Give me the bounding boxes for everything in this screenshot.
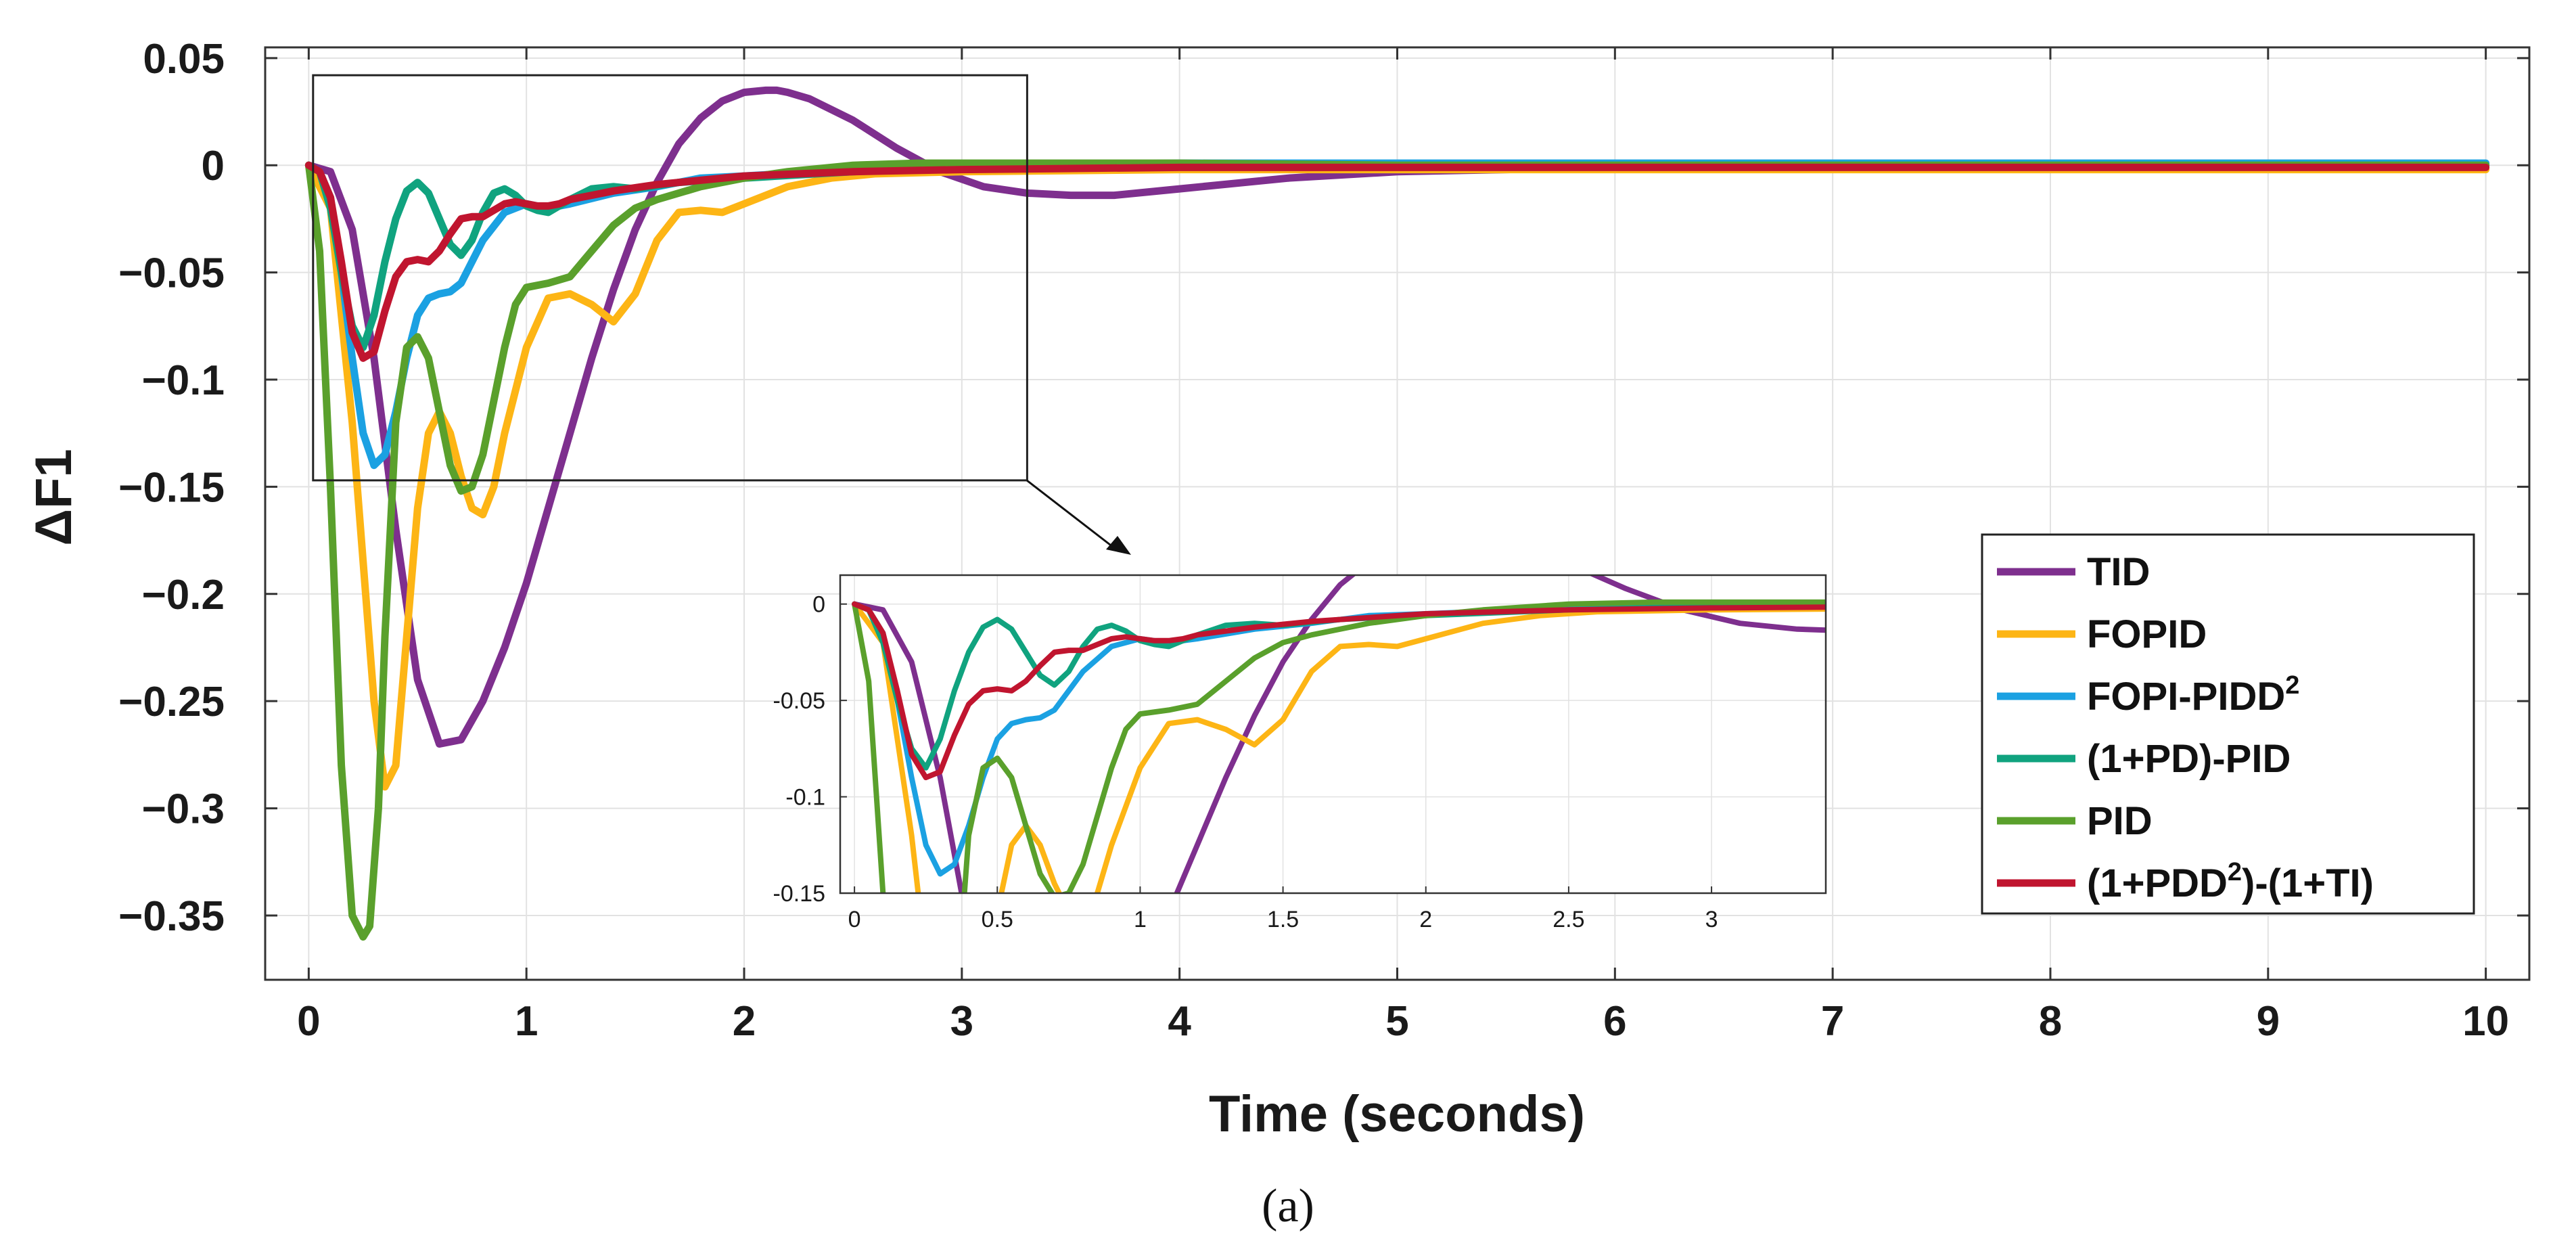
legend-label-FOPI-PIDD2: FOPI-PIDD2 — [2087, 671, 2299, 719]
y-tick-label: −0.15 — [118, 464, 225, 511]
legend-label-PID: PID — [2087, 799, 2153, 843]
inset-series-line-PID — [852, 599, 1826, 893]
legend-label-(1+PD)-PID: (1+PD)-PID — [2087, 737, 2291, 781]
y-tick-label: −0.25 — [118, 679, 225, 725]
legend-label-superscript: 2 — [2228, 858, 2242, 886]
y-tick-label: 0.05 — [143, 36, 225, 83]
y-tick-label: −0.35 — [118, 893, 225, 940]
legend-label-FOPID: FOPID — [2087, 612, 2207, 656]
inset-series-line-FOPID — [852, 601, 1826, 893]
legend-label-tail: )-(1+TI) — [2242, 861, 2374, 905]
inset-x-tick-label: 3 — [1705, 907, 1718, 932]
main-series-lines — [304, 86, 2490, 941]
legend: TIDFOPIDFOPI-PIDD2(1+PD)-PIDPID(1+PDD2)-… — [1981, 533, 2475, 915]
x-tick-label: 0 — [297, 998, 320, 1045]
x-tick-label: 2 — [733, 998, 756, 1045]
inset-y-tick-label: 0 — [812, 592, 825, 618]
x-tick-label: 3 — [950, 998, 973, 1045]
y-tick-label: −0.05 — [118, 250, 225, 297]
inset-x-tick-label: 1 — [1134, 907, 1147, 932]
inset-x-tick-label: 2.5 — [1552, 907, 1584, 932]
inset-series-line-(1+PDD2)-(1+TI) — [852, 601, 1826, 781]
legend-label-main: TID — [2087, 550, 2150, 594]
inset-series-lines — [852, 575, 1826, 893]
zoom-arrow — [1026, 479, 1117, 551]
main-axis-ticks: 0 1 2 3 4 5 6 7 8 9 100.050−0.05−0.1−0.15−0.2−0.25… — [118, 36, 2529, 1045]
inset-series-line-(1+PD)-PID — [852, 601, 1826, 771]
figure-caption: (a) — [1262, 1180, 1314, 1232]
x-tick-label: 5 — [1385, 998, 1408, 1045]
x-axis-label: Time (seconds) — [1209, 1085, 1585, 1143]
inset-series-line-FOPI-PIDD2 — [852, 600, 1826, 877]
legend-label-main: PID — [2087, 799, 2153, 843]
y-tick-label: 0 — [202, 143, 225, 189]
legend-label-(1+PDD2)-(1+TI): (1+PDD2)-(1+TI) — [2087, 858, 2374, 905]
inset-y-tick-label: -0.15 — [773, 881, 826, 907]
zoom-region-box — [312, 74, 1028, 482]
zoom-arrowhead-icon — [1106, 536, 1131, 555]
series-line-(1+PDD2)-(1+TI) — [304, 161, 2490, 362]
legend-label-main: FOPI-PIDD — [2087, 675, 2285, 719]
inset-x-tick-label: 0 — [848, 907, 861, 932]
inset-x-tick-label: 0.5 — [982, 907, 1013, 932]
legend-box — [1981, 533, 2475, 915]
legend-label-superscript: 2 — [2285, 671, 2299, 700]
legend-label-TID: TID — [2087, 550, 2150, 594]
legend-label-main: (1+PD)-PID — [2087, 737, 2291, 781]
y-axis-label: ΔF1 — [25, 449, 83, 545]
legend-label-main: FOPID — [2087, 612, 2207, 656]
series-line-PID — [304, 159, 2490, 941]
inset-y-tick-label: -0.05 — [773, 688, 826, 714]
inset-y-tick-label: -0.1 — [785, 785, 825, 811]
y-tick-label: −0.3 — [142, 786, 225, 833]
inset-axis-ticks: 0 0.5 1 1.5 2 2.5 3 0 -0.05 -0.1 -0.15 — [773, 592, 1718, 932]
x-tick-label: 10 — [2462, 998, 2509, 1045]
y-tick-label: −0.2 — [142, 572, 225, 618]
x-tick-label: 7 — [1821, 998, 1844, 1045]
x-tick-label: 6 — [1603, 998, 1626, 1045]
series-line-TID — [304, 86, 2490, 748]
inset-plot-frame — [839, 574, 1827, 895]
x-tick-label: 9 — [2257, 998, 2280, 1045]
legend-label-main: (1+PDD — [2087, 861, 2228, 905]
inset-x-tick-label: 2 — [1419, 907, 1432, 932]
x-tick-label: 4 — [1168, 998, 1191, 1045]
inset-x-tick-label: 1.5 — [1267, 907, 1299, 932]
x-tick-label: 8 — [2039, 998, 2062, 1045]
x-tick-label: 1 — [515, 998, 538, 1045]
y-tick-label: −0.1 — [142, 357, 225, 404]
